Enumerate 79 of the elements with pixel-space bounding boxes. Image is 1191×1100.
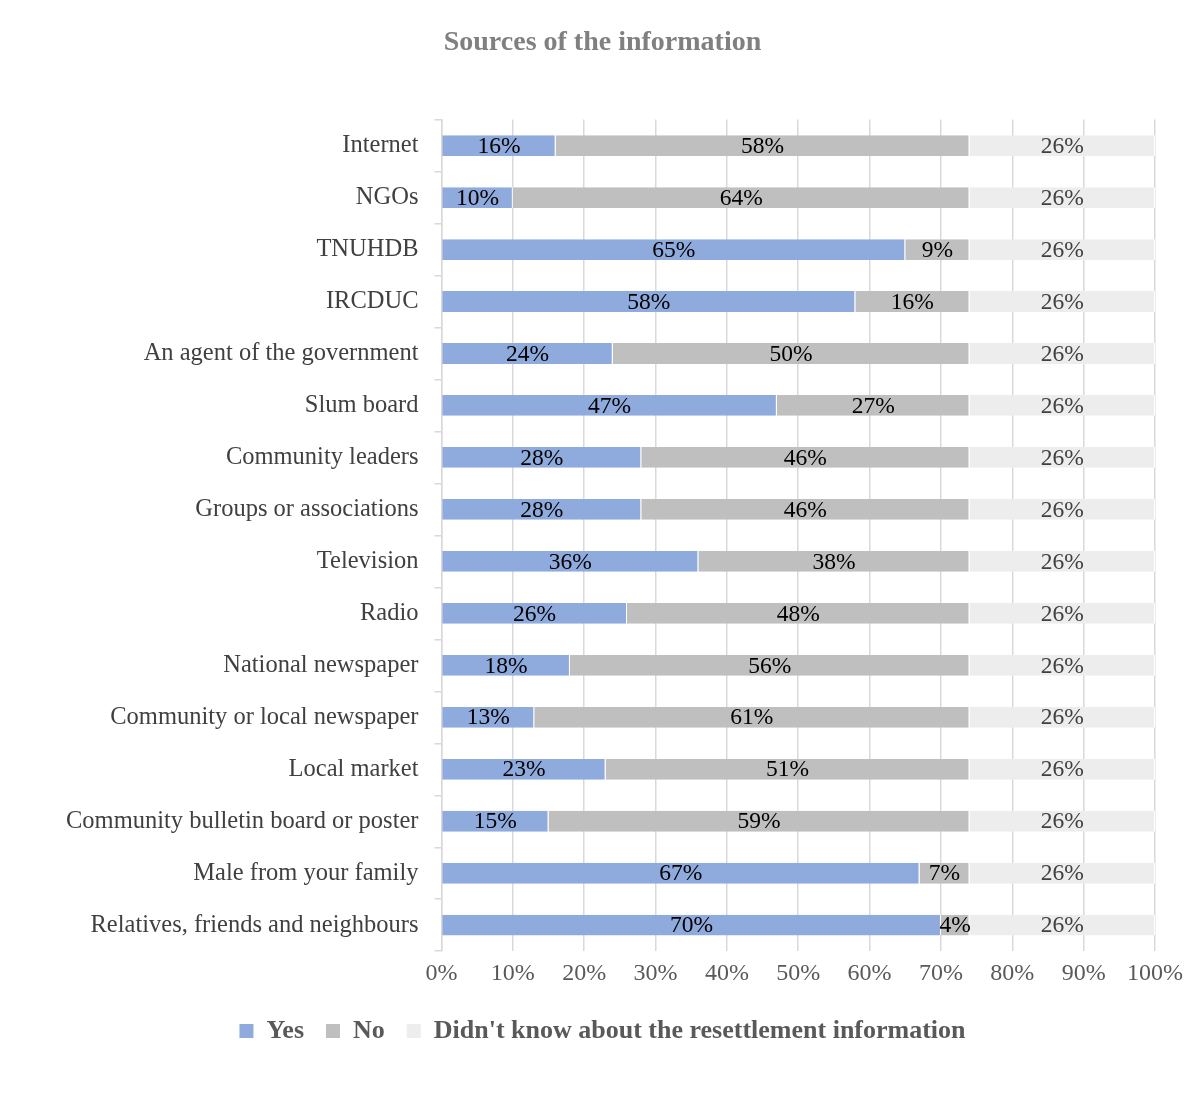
data-label: 26% — [1040, 703, 1084, 730]
data-label: 46% — [783, 443, 827, 470]
data-label: 26% — [1040, 287, 1084, 314]
data-label: 13% — [466, 703, 510, 730]
data-label: 16% — [890, 287, 934, 314]
data-label: 26% — [1040, 599, 1084, 626]
x-tick-label: 70% — [918, 958, 963, 985]
x-tick-label: 30% — [633, 958, 678, 985]
data-label: 50% — [769, 339, 813, 366]
data-label: 70% — [670, 911, 714, 938]
y-tick-label: Relatives, friends and neighbours — [90, 909, 419, 937]
data-label: 26% — [1040, 859, 1084, 886]
data-label: 58% — [627, 287, 671, 314]
x-tick-label: 60% — [847, 958, 892, 985]
y-tick-label: Community bulletin board or poster — [65, 805, 419, 833]
data-label: 7% — [928, 859, 961, 886]
data-label: 10% — [456, 183, 500, 210]
data-label: 27% — [851, 391, 895, 418]
y-tick-label: Local market — [288, 753, 419, 781]
legend-label: Didn't know about the resettlement information — [433, 1014, 967, 1044]
x-tick-label: 80% — [990, 958, 1035, 985]
y-tick-label: National newspaper — [223, 649, 419, 677]
y-tick-label: Groups or associations — [195, 493, 419, 521]
y-tick-label: Slum board — [304, 389, 419, 417]
x-tick-label: 0% — [425, 958, 458, 985]
data-label: 26% — [1040, 651, 1084, 678]
y-tick-label: Internet — [342, 130, 419, 158]
data-label: 56% — [748, 651, 792, 678]
y-tick-label: Community leaders — [225, 441, 419, 469]
y-tick-label: NGOs — [355, 182, 419, 209]
data-label: 16% — [477, 131, 521, 158]
data-label: 26% — [1040, 339, 1084, 366]
data-label: 46% — [783, 495, 827, 522]
y-tick-label: Television — [316, 545, 419, 573]
data-label: 36% — [548, 547, 592, 574]
data-label: 61% — [730, 703, 774, 730]
data-label: 26% — [1040, 755, 1084, 782]
data-label: 28% — [520, 443, 564, 470]
data-label: 18% — [484, 651, 528, 678]
data-label: 65% — [652, 235, 696, 262]
data-label: 38% — [812, 547, 856, 574]
data-label: 26% — [1040, 547, 1084, 574]
data-label: 51% — [766, 755, 810, 782]
data-label: 26% — [1040, 131, 1084, 158]
data-label: 15% — [473, 807, 517, 834]
legend-label: Yes — [266, 1014, 305, 1044]
x-tick-label: 10% — [490, 958, 535, 985]
y-tick-label: An agent of the government — [143, 337, 419, 365]
data-label: 67% — [659, 859, 703, 886]
data-label: 47% — [588, 391, 632, 418]
data-label: 64% — [719, 183, 763, 210]
data-label: 26% — [1040, 235, 1084, 262]
data-label: 28% — [520, 495, 564, 522]
x-tick-label: 100% — [1127, 958, 1183, 985]
x-tick-label: 90% — [1061, 958, 1106, 985]
data-label: 4% — [939, 911, 971, 938]
data-label: 26% — [1040, 391, 1084, 418]
y-tick-label: TNUHDB — [316, 233, 419, 261]
y-tick-label: Radio — [359, 597, 419, 625]
chart-title: Sources of the information — [443, 25, 762, 57]
data-label: 26% — [513, 599, 557, 626]
data-label: 26% — [1040, 443, 1084, 470]
data-label: 26% — [1040, 183, 1084, 210]
data-label: 9% — [921, 235, 954, 262]
data-label: 58% — [741, 131, 785, 158]
data-label: 24% — [505, 339, 550, 366]
x-tick-label: 20% — [562, 958, 607, 985]
data-label: 48% — [776, 599, 820, 626]
data-label: 59% — [737, 807, 781, 834]
y-tick-label: Male from your family — [193, 857, 420, 885]
y-tick-label: IRCDUC — [325, 285, 419, 313]
y-tick-label: Community or local newspaper — [110, 701, 419, 729]
legend-label: No — [353, 1014, 385, 1044]
data-label: 26% — [1040, 807, 1084, 834]
data-label: 26% — [1040, 911, 1084, 938]
x-tick-label: 40% — [704, 958, 749, 985]
data-label: 23% — [502, 755, 546, 782]
data-label: 26% — [1040, 495, 1084, 522]
x-tick-label: 50% — [776, 958, 821, 985]
